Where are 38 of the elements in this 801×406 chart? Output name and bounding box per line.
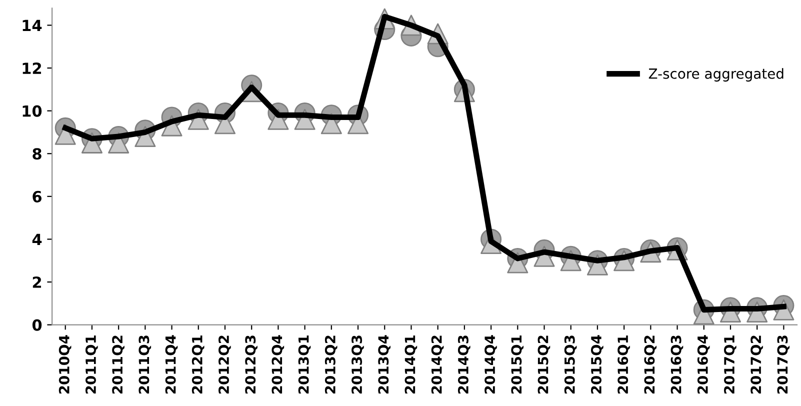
y-tick-label: 12 [22,62,42,74]
x-tick-label: 2014Q2 [431,336,444,394]
y-tick-label: 2 [32,276,42,288]
x-tick-label: 2015Q2 [538,336,550,394]
x-tick-label: 2012Q4 [272,335,284,394]
x-tick-label: 2013Q3 [352,336,364,394]
y-tick-label: 0 [32,319,42,331]
x-tick-label: 2015Q4 [590,335,604,394]
legend-label: Z-score aggregated [648,68,784,82]
x-tick-label: 2016Q2 [644,336,657,394]
x-tick-label: 2012Q1 [192,335,204,394]
point [108,132,130,154]
x-tick-label: 2015Q1 [511,335,524,394]
x-tick-label: 2017Q1 [724,335,736,394]
y-tick-label: 10 [22,105,42,117]
x-tick-label: 2016Q1 [618,335,630,394]
x-tick-label: 2016Q4 [697,335,710,394]
x-tick-label: 2011Q2 [112,336,124,394]
x-tick-label: 2011Q4 [165,335,178,394]
x-tick-label: 2012Q3 [245,336,258,394]
y-tick-label: 6 [32,190,42,202]
x-tick-label: 2014Q1 [404,335,418,394]
x-tick-label: 2013Q1 [298,335,311,394]
x-tick-label: 2013Q2 [324,336,338,394]
x-tick-label: 2017Q2 [750,336,763,394]
x-tick-label: 2010Q4 [58,335,72,394]
y-tick-label: 8 [32,148,42,160]
x-tick-label: 2017Q3 [777,336,790,394]
y-tick-label: 4 [32,234,42,246]
x-tick-label: 2011Q1 [85,335,98,394]
x-tick-label: 2013Q4 [378,335,390,394]
x-tick-label: 2012Q2 [218,336,231,394]
x-tick-label: 2014Q3 [458,336,470,394]
y-tick-label: 14 [22,20,42,32]
x-tick-label: 2011Q3 [138,336,152,394]
x-tick-label: 2015Q3 [564,336,577,394]
x-tick-label: 2016Q3 [670,336,684,394]
x-tick-label: 2014Q4 [484,335,497,394]
